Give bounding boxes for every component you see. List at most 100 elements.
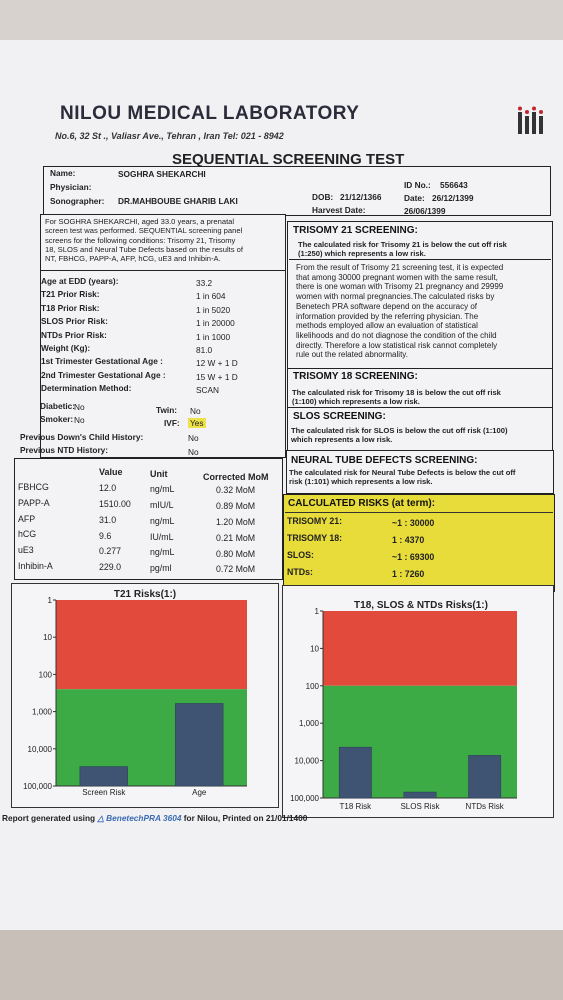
t21-risk-chart: T21 Risks(1:) 1 10 100 1,000 10,000 100,000 Scr… [23,589,247,797]
footer-software: BenetechPRA 3604 [106,813,182,823]
calculated-risks-box [283,494,555,592]
risk-bar [403,791,437,799]
y-tick-label: 10 [310,644,319,653]
info-value: SCAN [196,385,220,396]
y-tick-label: 10 [43,633,52,642]
t21-result-line: The calculated risk for Trisomy 21 is be… [298,240,507,249]
info-label: NTDs Prior Risk: [41,329,107,340]
intro-line: 18, SLOS and Neural Tube Defects based o… [45,244,243,254]
info-label: Weight (Kg): [41,343,91,353]
info-value: 1 in 1000 [196,331,231,342]
y-tick-label: 1,000 [32,708,53,717]
prev-ntd-label: Previous NTD History: [20,445,109,455]
ntd-heading: NEURAL TUBE DEFECTS SCREENING: [291,455,478,466]
ntd-result: The calculated risk for Neural Tube Defe… [289,468,515,487]
marker-mom: 1.20 MoM [216,516,256,527]
patient-info-box [43,166,551,216]
marker-unit: ng/mL [150,547,175,558]
slos-result: The calculated risk for SLOS is below th… [291,426,507,445]
prev-downs-value: No [188,433,199,443]
risk-bar [338,746,372,799]
diabetic-value: No [74,402,85,412]
markers-header-mom: Corrected MoM [203,472,269,482]
info-value: 1 in 604 [196,291,226,302]
patient-name: SOGHRA SHEKARCHI [118,169,206,179]
y-tick-label: 1,000 [299,719,320,728]
smoker-label: Smoker: [40,414,74,424]
t21-result-line: (1:250) which represents a low risk. [298,249,426,259]
intro-line: NT, FBHCG, PAPP-A, AFP, hCG, uE3 and Inh… [45,254,221,264]
sonographer-label: Sonographer: [50,196,105,206]
marker-value: 0.277 [99,546,122,557]
ivf-value: Yes [188,418,206,428]
info-value: 15 W + 1 D [196,371,238,382]
y-tick-label: 10,000 [28,745,53,754]
marker-mom: 0.89 MoM [216,501,256,512]
risk-bar [175,703,224,787]
marker-value: 12.0 [99,483,117,494]
x-category-label: NTDs Risk [466,802,505,811]
x-category-label: SLOS Risk [400,802,440,811]
info-label: 1st Trimester Gestational Age : [41,356,163,367]
t18-result: The calculated risk for Trisomy 18 is be… [292,388,501,407]
ivf-label: IVF: [164,418,180,428]
marker-name: FBHCG [18,482,49,492]
intro-line: For SOGHRA SHEKARCHI, aged 33.0 years, a… [45,217,235,226]
info-label: 2nd Trimester Gestational Age : [41,369,166,380]
t21-expl-line: methods employed allow an evaluation of … [296,321,478,331]
risk-bar [79,766,128,787]
dob-value: 21/12/1366 [340,192,382,202]
marker-value: 31.0 [99,514,117,525]
t21-expl-line: that among 30000 pregnant women with the… [296,272,498,282]
divider [289,259,551,260]
t21-expl-line: women with normal pregnancies.The calcul… [296,292,495,302]
info-label: Age at EDD (years): [41,276,119,286]
info-label: SLOS Prior Risk: [41,316,108,327]
t21-chart-box: T21 Risks(1:) 1 10 100 1,000 10,000 100,000 Scr… [11,583,279,808]
slos-heading: SLOS SCREENING: [293,411,386,422]
x-category-label: T18 Risk [340,802,373,811]
calculated-value: 1 : 7260 [392,569,425,579]
marker-name: AFP [18,513,36,524]
marker-unit: mIU/L [150,500,174,510]
t18-slos-ntds-risk-chart: T18, SLOS & NTDs Risks(1:) 1 10 100 1,000 10,… [290,600,517,811]
markers-header-value: Value [99,467,123,477]
marker-mom: 0.80 MoM [216,548,256,559]
y-tick-label: 100 [306,682,320,691]
t21-expl-line: there is one woman with Trisomy 21 pregn… [296,282,504,292]
t21-expl-line: Benetech PRA software depend on the accu… [296,301,478,311]
t21-box [287,221,553,371]
marker-name: Inhibin-A [18,561,53,571]
marker-mom: 0.32 MoM [216,485,256,496]
slos-result-line: The calculated risk for SLOS is below th… [291,426,508,435]
t21-expl-line: From the result of Trisomy 21 screening … [296,263,504,272]
marker-name: hCG [18,529,37,540]
ntd-result-line: The calculated risk for Neural Tube Defe… [289,468,516,477]
other-risks-chart-box: T18, SLOS & NTDs Risks(1:) 1 10 100 1,000 10,… [282,585,554,818]
marker-value: 229.0 [99,562,122,573]
lab-name: NILOU MEDICAL LABORATORY [60,103,360,124]
t18-box [287,368,553,410]
info-value: 1 in 5020 [196,304,231,315]
prev-ntd-value: No [188,447,199,457]
ntd-box [286,450,554,494]
info-value: 81.0 [196,345,213,355]
y-tick-label: 1 [48,596,53,605]
x-category-label: Age [192,788,207,797]
y-tick-label: 1 [315,607,320,616]
marker-name: uE3 [18,545,34,556]
t21-expl-line: rule out the related abnormality. [296,350,408,360]
x-category-label: Screen Risk [82,788,126,797]
high-risk-zone [56,600,247,690]
markers-header-unit: Unit [150,469,168,479]
ntd-result-line: risk (1:101) which represents a low risk… [289,477,433,487]
marker-name: PAPP-A [18,497,50,508]
twin-label: Twin: [156,405,178,415]
info-value: 1 in 20000 [196,318,235,329]
calculated-label: TRISOMY 21: [287,516,343,526]
risk-bar [468,755,502,799]
harvest-label: Harvest Date: [312,205,366,215]
footer-suffix: for Nilou, Printed on 21/01/1400 [183,813,308,823]
t21-explanation: From the result of Trisomy 21 screening … [296,263,503,360]
t21-expl-line: information provided by the referring ph… [296,311,479,321]
